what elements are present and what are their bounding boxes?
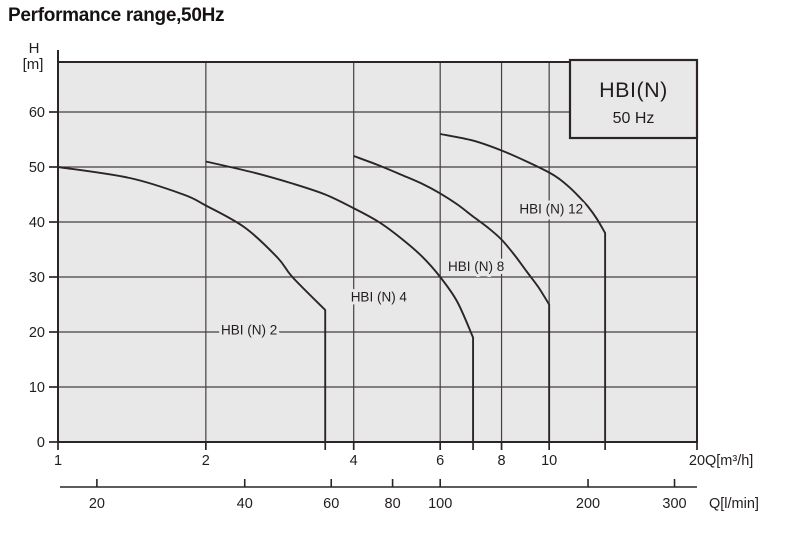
- x-tick-label-1: 1: [54, 453, 62, 469]
- curve-label-hbi-n-8: HBI (N) 8: [448, 259, 504, 274]
- x2-tick-label-40: 40: [237, 496, 253, 512]
- curve-hbi-n-8: [353, 155, 551, 442]
- y-tick-label-50: 50: [29, 160, 45, 176]
- y-axis-unit-m: [m]: [23, 56, 44, 73]
- y-tick-label-10: 10: [29, 380, 45, 396]
- x2-tick-label-80: 80: [385, 496, 401, 512]
- y-tick-label-0: 0: [37, 435, 45, 451]
- y-tick-label-30: 30: [29, 270, 45, 286]
- curve-hbi-n-4: [205, 160, 475, 442]
- x-tick-label-2: 2: [202, 453, 210, 469]
- y-tick-label-60: 60: [29, 105, 45, 121]
- x-tick-label-8: 8: [498, 453, 506, 469]
- x2-axis-title: Q[l/min]: [709, 496, 759, 512]
- x2-tick-label-300: 300: [662, 496, 686, 512]
- curve-label-hbi-n-2: HBI (N) 2: [221, 322, 277, 337]
- x2-tick-label-20: 20: [89, 496, 105, 512]
- y-tick-label-40: 40: [29, 215, 45, 231]
- x-axis-title: Q[m³/h]: [705, 453, 753, 469]
- x2-tick-label-200: 200: [576, 496, 600, 512]
- chart-title: Performance range,50Hz: [8, 5, 225, 26]
- curve-hbi-n-12: [440, 133, 607, 442]
- y-axis-unit-h: H: [29, 40, 40, 57]
- x-tick-label-6: 6: [436, 453, 444, 469]
- legend-subtitle: 50 Hz: [613, 110, 655, 127]
- x-tick-label-10: 10: [541, 453, 557, 469]
- legend-title: HBI(N): [599, 78, 668, 102]
- plot-border: [57, 61, 698, 443]
- x2-tick-label-100: 100: [428, 496, 452, 512]
- curve-hbi-n-2: [57, 166, 327, 442]
- curve-label-hbi-n-12: HBI (N) 12: [519, 201, 583, 216]
- x-tick-label-20: 20: [689, 453, 705, 469]
- y-tick-label-20: 20: [29, 325, 45, 341]
- legend-box: [568, 58, 699, 140]
- curve-label-hbi-n-4: HBI (N) 4: [351, 289, 408, 304]
- x-tick-label-4: 4: [350, 453, 358, 469]
- x2-tick-label-60: 60: [323, 496, 339, 512]
